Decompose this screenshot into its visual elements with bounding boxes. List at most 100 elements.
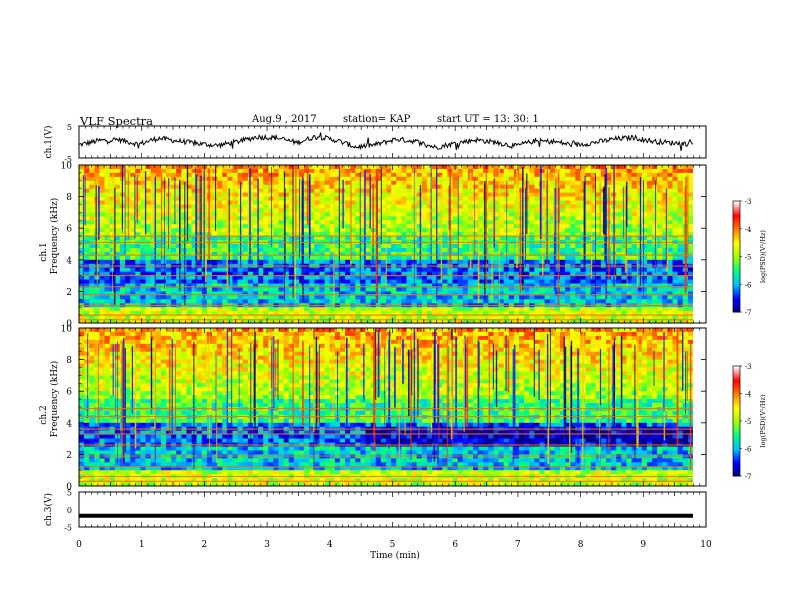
ch1-spec-cell [206,287,213,292]
ch1-spec-cell [498,212,505,217]
ch1-spec-cell [84,176,90,182]
ch1-spec-cell [222,192,228,197]
ch1-spec-cell [396,259,402,265]
ch1-spec-cell [299,295,305,300]
ch1-spec-cell [677,200,684,205]
ch1-spec-cell [263,224,269,229]
ch1-spec-cell [155,311,162,316]
ch1-spec-cell [191,267,198,273]
ch1-spec-cell [442,291,448,296]
ch1-spec-cell [657,220,663,225]
ch1-spec-cell [559,228,566,233]
ch1-spec-cell [421,295,428,300]
ch1-spec-cell [155,232,162,237]
ch1-spec-cell [222,180,228,186]
ch1-spec-cell [580,176,586,182]
ch1-spec-cell [575,188,581,194]
ch1-spec-cell [493,311,499,316]
ch1-spec-cell [386,267,392,273]
ch1-spec-cell [498,251,505,257]
ch1-spec-cell [309,216,315,221]
ch1-spec-cell [590,271,597,276]
ch1-spec-cell [268,204,274,209]
ch1-spec-cell [437,180,443,186]
ch1-spec-cell [641,216,648,221]
ch1-spec-cell [222,176,228,182]
ch1-spec-cell [191,192,198,197]
ch1-spec-cell [503,259,510,265]
ch1-spec-cell [672,196,679,201]
ch1-spec-cell [636,259,643,265]
ch1-spec-cell [662,307,668,312]
ch1-spec-cell [575,255,581,261]
ch1-spec-cell [396,295,402,300]
ch1-spec-cell [268,180,274,186]
ch1-spec-cell [293,176,300,182]
ch1-spec-cell [370,291,377,296]
ch1-spec-cell [529,165,535,170]
ch1-spec-cell [472,283,479,288]
ch1-spec-cell [595,168,602,174]
ch1-spec-cell [334,295,341,300]
ch1-spec-cell [345,212,351,217]
ch1-spec-cell [288,295,295,300]
ch1-spec-cell [165,315,172,320]
ch1-spec-cell [478,259,484,265]
ch1-spec-cell [488,188,494,194]
ch1-spec-cell [181,315,187,320]
ch1-spec-cell [334,180,341,186]
ch1-spec-cell [462,311,469,316]
ch1-spec-cell [181,216,187,221]
ch1-spec-cell [672,291,679,296]
ch1-spec-cell [554,172,561,178]
ch1-spec-cell [345,295,351,300]
ch1-spec-cell [222,279,228,284]
ch1-spec-cell [309,165,315,170]
ch1-spec-cell [631,275,638,280]
ch1-spec-cell [621,176,627,182]
ch1-spec-cell [519,224,525,229]
ch1-spec-cell [529,247,535,253]
ch1-spec-cell [585,180,592,186]
ch1-spec-cell [391,224,397,229]
ch1-spec-cell [181,228,187,233]
ch1-spec-cell [227,165,233,170]
ch1-spec-cell [263,247,269,253]
ch1-spec-cell [575,259,581,265]
ch1-spec-cell [503,232,510,237]
ch1-spec-cell [222,247,228,253]
ch1-spec-cell [641,224,648,229]
ch1-spec-cell [114,216,121,221]
ch1-spec-cell [135,319,141,324]
ch1-spec-cell [232,291,239,296]
ch1-spec-cell [191,279,198,284]
ch1-spec-cell [232,176,239,182]
ch1-spec-cell [176,295,182,300]
ch1-spec-cell [616,283,622,288]
ch1-spec-cell [570,200,576,205]
ch1-spec-cell [554,307,561,312]
ch1-spec-cell [498,172,505,178]
ch1-spec-cell [104,188,111,194]
ch1-spec-cell [498,176,505,182]
ch1-spec-cell [570,255,576,261]
ch1-spec-cell [84,172,90,178]
ch1-spec-cell [155,259,162,265]
ch1-spec-cell [641,176,648,182]
ch1-spec-cell [534,165,540,170]
ch1-spec-cell [534,295,540,300]
ch1-spec-cell [559,295,566,300]
ch1-spec-cell [258,287,264,292]
ch1-spec-cell [247,299,254,304]
ch1-spec-cell [135,232,141,237]
ch1-spec-cell [155,255,162,261]
ch1-spec-cell [293,184,300,190]
ch1-spec-cell [488,279,494,284]
ch1-spec-cell [421,180,428,186]
ch1-spec-cell [488,192,494,197]
ch1-spec-cell [278,165,285,170]
ch1-spec-cell [478,319,484,324]
ch1-spec-cell [375,311,382,316]
ch1-spec-cell [380,180,387,186]
ch1-spec-cell [258,291,264,296]
